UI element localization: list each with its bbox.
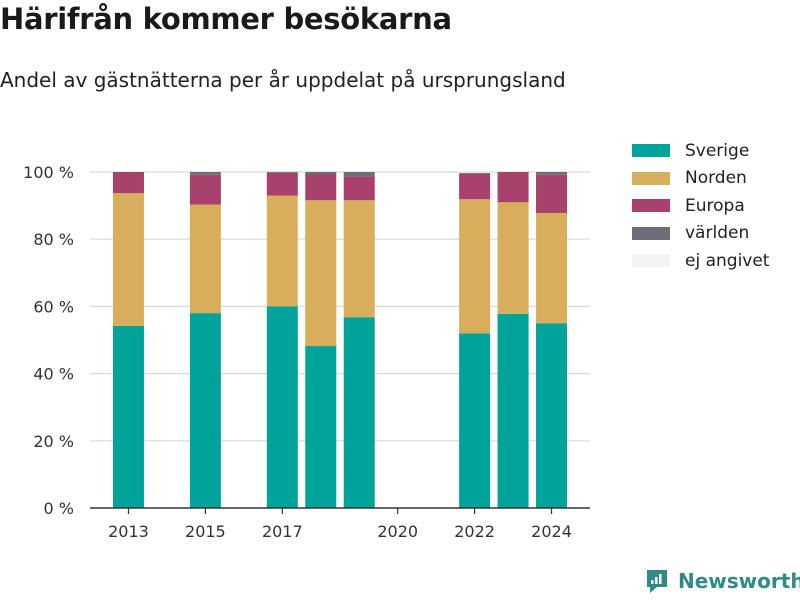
bar-segment [343,176,375,201]
bar-segment [305,200,337,347]
bar-segment [536,323,568,508]
x-tick-label: 2022 [454,522,495,541]
x-tick-label: 2013 [108,522,149,541]
y-tick-label: 100 % [23,163,74,182]
bar-segment [536,172,568,175]
legend-item: ej angivet [632,247,769,275]
chart-title: Härifrån kommer besökarna [0,2,452,36]
legend-item: Sverige [632,137,769,165]
legend-swatch [632,144,670,158]
bar-segment [112,193,144,326]
bar-segment [189,313,221,508]
y-tick-label: 60 % [33,297,74,316]
bar-segment [266,172,298,196]
bar-segment [459,173,491,174]
bar-segment [497,172,529,203]
bar-segment [459,199,491,334]
x-tick-label: 2020 [377,522,418,541]
x-tick-label: 2015 [185,522,226,541]
newsworthy-logo-icon [647,570,667,593]
y-tick-label: 80 % [33,230,74,249]
bar-segment [497,313,529,508]
bar-segment [343,172,375,177]
bar-segment [536,212,568,324]
bar-segment [189,204,221,314]
legend-item: Norden [632,165,769,193]
chart-subtitle: Andel av gästnätterna per år uppdelat på… [0,68,566,92]
legend-label: Norden [685,168,747,189]
y-tick-label: 0 % [44,499,74,518]
bar-segment [305,172,337,175]
x-tick-label: 2024 [531,522,572,541]
bar-segment [459,173,491,200]
bar-segment [343,200,375,318]
bar-segment [112,325,144,508]
bar-segment [266,195,298,307]
legend: Sverige Norden Europa världen ej angivet [632,137,769,275]
legend-item: Europa [632,192,769,220]
legend-label: ej angivet [685,250,770,271]
legend-swatch [632,199,670,213]
legend-item: världen [632,220,769,248]
brand: Newsworthy [644,568,800,594]
x-tick-label: 2017 [262,522,303,541]
y-tick-label: 20 % [33,432,74,451]
legend-swatch [632,171,670,185]
bar-segment [305,346,337,508]
legend-swatch [632,254,670,268]
bar-segment [343,317,375,508]
bar-segment [189,174,221,205]
legend-label: världen [685,223,750,244]
legend-label: Sverige [685,140,750,161]
bar-segment [305,174,337,201]
y-tick-label: 40 % [33,365,74,384]
bar-segment [112,172,144,194]
bar-segment [459,333,491,508]
bar-segment [189,172,221,175]
legend-swatch [632,226,670,240]
bar-segment [266,172,298,173]
bar-segment [536,174,568,213]
bar-segment [497,202,529,314]
legend-label: Europa [685,195,745,216]
bar-segment [266,306,298,508]
brand-label: Newsworthy [678,569,800,593]
